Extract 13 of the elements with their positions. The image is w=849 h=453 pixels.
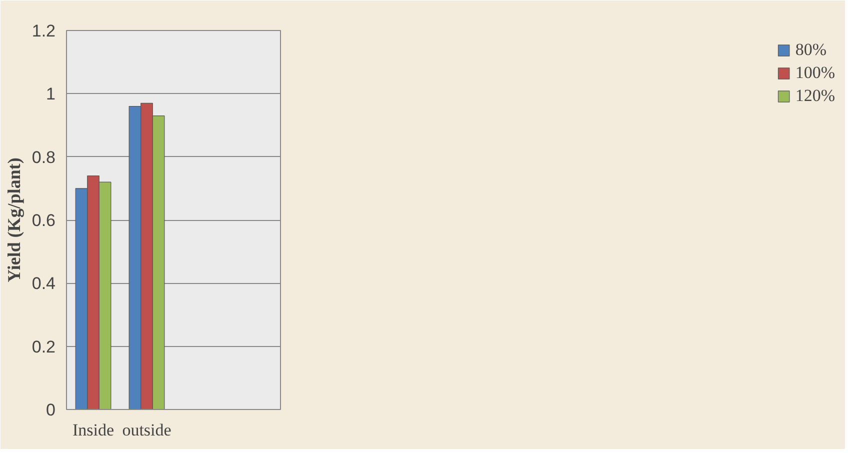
- y-axis-title: Yield (Kg/plant): [4, 158, 24, 282]
- y-tick-label: 0.8: [32, 148, 56, 167]
- y-tick-label: 1.2: [32, 22, 56, 40]
- x-tick-label: outside: [122, 420, 172, 440]
- y-tick-label: 1: [46, 84, 56, 104]
- y-tick-label: 0.6: [32, 211, 56, 230]
- legend-label: 100%: [795, 63, 835, 83]
- y-tick-label: 0.2: [32, 337, 56, 356]
- legend-label: 80%: [795, 40, 826, 60]
- y-tick-label: 0: [46, 400, 56, 420]
- y-tick-label: 0.4: [32, 274, 56, 294]
- x-tick-label: Inside: [72, 420, 114, 440]
- legend-label: 120%: [795, 86, 835, 106]
